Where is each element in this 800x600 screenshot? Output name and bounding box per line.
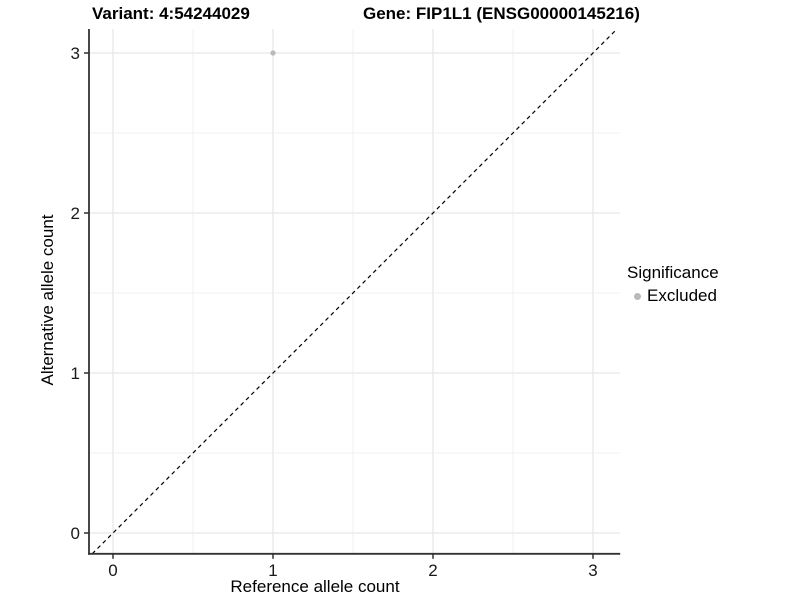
x-tick-label: 3 [588,561,597,580]
x-tick-label: 0 [108,561,117,580]
y-tick-label: 1 [71,364,80,383]
variant-title: Variant: 4:54244029 [92,4,250,23]
excluded-point-icon [634,292,641,300]
y-tick-label: 3 [71,44,80,63]
y-axis-title: Alternative allele count [38,214,57,386]
x-axis-title: Reference allele count [230,577,400,596]
x-tick-label: 2 [428,561,437,580]
identity-line [91,28,618,555]
data-point [270,50,276,56]
gene-title: Gene: FIP1L1 (ENSG00000145216) [363,4,640,23]
x-tick-label: 1 [268,561,277,580]
y-tick-label: 0 [71,524,80,543]
y-tick-label: 2 [71,204,80,223]
legend-title: Significance [627,263,719,282]
legend-entry-label: Excluded [647,286,717,305]
legend-entry-excluded: Excluded [627,286,719,306]
legend: Significance Excluded [627,263,719,306]
